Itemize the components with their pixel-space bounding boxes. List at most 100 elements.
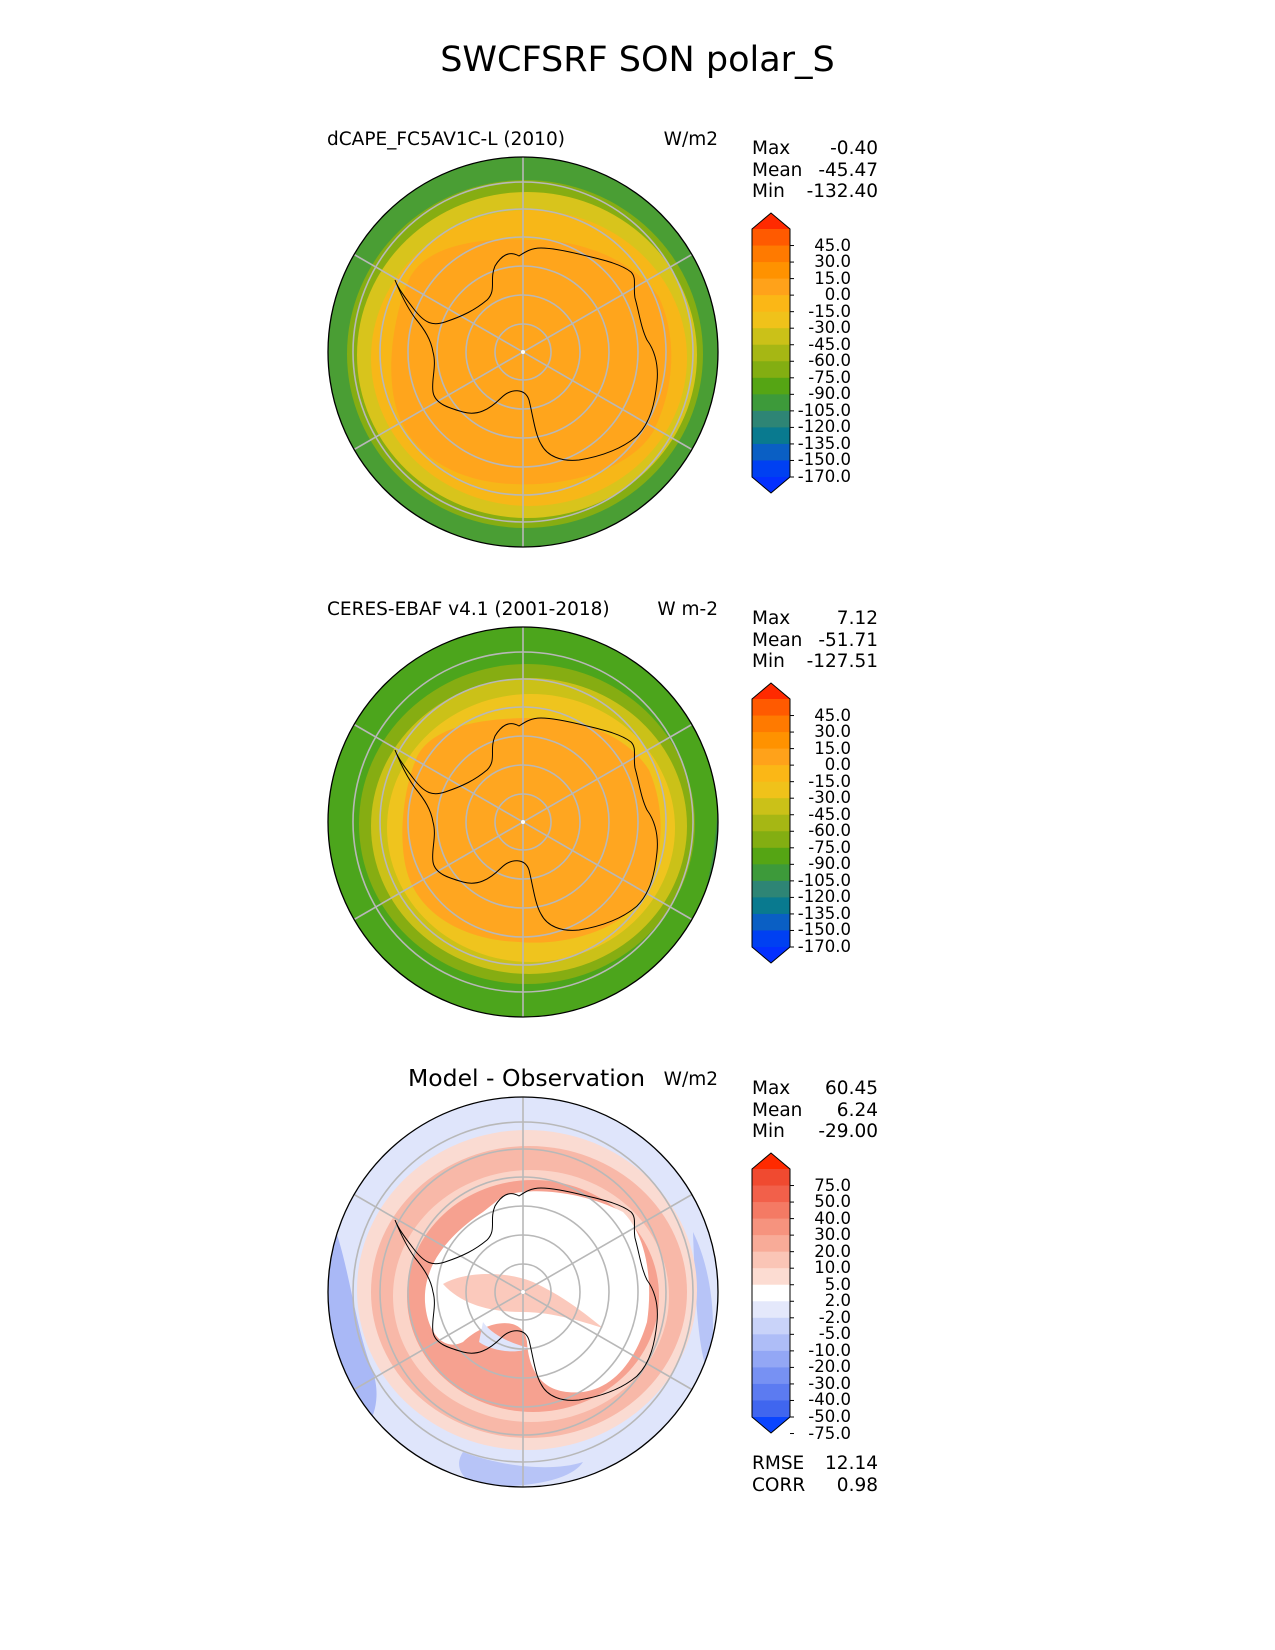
panel-title: CERES-EBAF v4.1 (2001-2018) (327, 599, 610, 620)
stat-min: Min -127.51 (752, 651, 878, 672)
colorbar-tick-label: 0.0 (824, 285, 851, 305)
colorbar-tick-label: 30.0 (814, 252, 851, 272)
colorbar-tick-label: 10.0 (814, 1258, 851, 1278)
colorbar-tick-label: -5.0 (818, 1324, 851, 1344)
colorbar-tick-label: -2.0 (818, 1307, 851, 1327)
colorbar-tick-label: -150.0 (797, 450, 851, 470)
panel-units: W/m2 (663, 1069, 718, 1090)
colorbar-tick-label: 5.0 (824, 1274, 851, 1294)
stat-min: Min -29.00 (752, 1121, 878, 1142)
colorbar-swatches (751, 1152, 794, 1435)
colorbar-swatch (752, 880, 790, 898)
colorbar-swatch (752, 443, 790, 461)
colorbar-swatches (751, 212, 794, 494)
colorbar-swatch (752, 1317, 790, 1335)
colorbar-tick-label: -120.0 (797, 887, 851, 907)
colorbar-swatch (752, 361, 790, 379)
colorbar-test (751, 212, 794, 494)
antarctica-coastline (394, 247, 658, 461)
stat-min: Min -132.40 (752, 181, 878, 202)
colorbar-swatch (752, 748, 790, 766)
colorbar-tick-label: -170.0 (797, 937, 851, 956)
colorbar-swatch (752, 814, 790, 832)
colorbar-swatch (752, 394, 790, 412)
colorbar-swatch (752, 864, 790, 882)
graticule (352, 1097, 694, 1487)
colorbar-tick-label: 50.0 (814, 1192, 851, 1212)
colorbar-extend-min (752, 947, 790, 963)
colorbar-extend-max (752, 683, 790, 699)
colorbar-tick-label: 20.0 (814, 1241, 851, 1261)
field-continent (402, 718, 661, 943)
panel-units: W m-2 (657, 599, 718, 620)
colorbar-tick-label: 75.0 (814, 1175, 851, 1195)
map-boundary (327, 156, 719, 548)
colorbar-swatch (752, 1400, 790, 1418)
stat-max: Max 7.12 (752, 608, 878, 629)
colorbar-swatch (752, 930, 790, 948)
colorbar-reference (751, 682, 794, 964)
colorbar-tick-label: -40.0 (808, 1390, 851, 1410)
colorbar-tick-label: -75.0 (808, 367, 851, 387)
colorbar-swatch (752, 1301, 790, 1319)
polar-map-reference (327, 626, 719, 1018)
colorbar-tick-label: -90.0 (808, 854, 851, 874)
colorbar-tick-label: -135.0 (797, 433, 851, 453)
polar-map-difference (327, 1096, 719, 1488)
colorbar-tick-label: 45.0 (814, 705, 851, 725)
antarctica-coastline (394, 1187, 658, 1401)
colorbar-tick-label: -75.0 (808, 1423, 851, 1443)
panel-title: Model - Observation (408, 1064, 646, 1092)
stat-max: Max -0.40 (752, 138, 878, 159)
colorbar-swatch (752, 1169, 790, 1187)
colorbar-swatch (752, 328, 790, 346)
panel-stats: Max -0.40 Mean -45.47 Min -132.40 (752, 138, 878, 203)
colorbar-swatch (752, 831, 790, 849)
colorbar-swatch (752, 732, 790, 750)
field-negative-bias (459, 1452, 583, 1487)
colorbar-swatch (752, 460, 790, 478)
colorbar-swatch (752, 311, 790, 329)
colorbar-swatch (752, 1235, 790, 1253)
colorbar-swatch (752, 913, 790, 931)
colorbar-swatch (752, 765, 790, 783)
colorbar-swatch (752, 781, 790, 799)
colorbar-tick-label: -105.0 (797, 400, 851, 420)
panel-units: W/m2 (663, 129, 718, 150)
colorbar-tick-label: -30.0 (808, 1373, 851, 1393)
colorbar-swatch (752, 1202, 790, 1220)
colorbar-swatch (752, 1284, 790, 1302)
colorbar-swatch (752, 410, 790, 428)
colorbar-swatch (752, 1185, 790, 1203)
colorbar-swatch (752, 715, 790, 733)
colorbar-swatch (752, 798, 790, 816)
colorbar-swatch (752, 245, 790, 263)
field-continent-negative (479, 1322, 529, 1352)
colorbar-swatch (752, 278, 790, 296)
colorbar-tick-label: 0.0 (824, 755, 851, 775)
colorbar-swatch (752, 1334, 790, 1352)
stat-mean: Mean -51.71 (752, 629, 878, 651)
colorbar-tick-label: -45.0 (808, 334, 851, 354)
colorbar-swatch (752, 295, 790, 313)
colorbar-swatch (752, 262, 790, 280)
stat-mean: Mean -45.47 (752, 159, 878, 181)
colorbar-swatch (752, 1383, 790, 1401)
colorbar-tick-label: 2.0 (824, 1291, 851, 1311)
colorbar-tick-label: 40.0 (814, 1208, 851, 1228)
panel-title: dCAPE_FC5AV1C-L (2010) (327, 129, 565, 150)
map-boundary (327, 626, 719, 1018)
colorbar-tick-label: 30.0 (814, 1225, 851, 1245)
map-boundary (327, 1096, 719, 1488)
panel-metrics: RMSE 12.14 CORR 0.98 (752, 1453, 878, 1496)
colorbar-swatch (752, 1367, 790, 1385)
colorbar-tick-label: -45.0 (808, 804, 851, 824)
south-pole-marker (521, 820, 525, 824)
colorbar-tick-label: -15.0 (808, 301, 851, 321)
colorbar-swatches (751, 682, 794, 964)
colorbar-swatch (752, 344, 790, 362)
colorbar-extend-max (752, 213, 790, 229)
colorbar-tick-label: 15.0 (814, 738, 851, 758)
colorbar-swatch (752, 1218, 790, 1236)
colorbar-tick-label: -10.0 (808, 1340, 851, 1360)
